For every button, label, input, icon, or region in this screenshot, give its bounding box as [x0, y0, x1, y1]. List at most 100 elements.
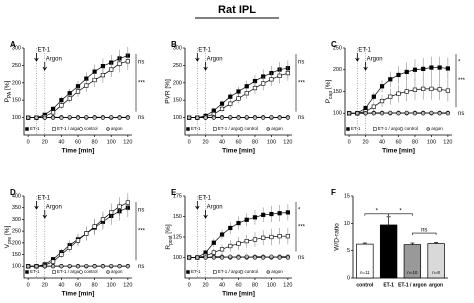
marker — [421, 66, 426, 71]
y-tick-label: 250 — [12, 229, 21, 235]
x-axis-label: Time [min] — [382, 148, 415, 155]
significance: * — [458, 60, 461, 66]
marker — [396, 72, 401, 78]
marker — [211, 255, 216, 260]
event-label: Argon — [207, 57, 223, 63]
legend-marker — [186, 270, 190, 274]
y-label-sub: PA — [7, 91, 13, 98]
marker — [125, 115, 130, 120]
legend-marker — [25, 270, 29, 274]
legend-marker — [79, 127, 83, 131]
marker — [412, 111, 418, 116]
legend-marker — [25, 127, 29, 131]
marker — [92, 77, 97, 83]
legend-marker — [106, 127, 110, 131]
marker — [285, 255, 290, 260]
y-axis-label: PVR [%] — [165, 79, 172, 104]
y-tick-label: 200 — [12, 80, 21, 86]
marker — [75, 115, 81, 120]
marker — [285, 115, 290, 120]
marker — [219, 232, 225, 237]
marker — [100, 63, 106, 69]
x-tick-label: 60 — [395, 139, 401, 145]
x-tick-label: 60 — [75, 282, 81, 288]
x-tick-label: 80 — [252, 282, 258, 288]
marker — [109, 210, 114, 215]
marker — [244, 217, 249, 222]
legend-label: ET-1 — [30, 126, 40, 131]
marker — [261, 235, 266, 240]
marker — [285, 70, 290, 76]
marker — [50, 115, 56, 120]
marker — [244, 115, 249, 120]
marker — [379, 111, 385, 116]
panel-label: A — [10, 40, 16, 49]
axes — [23, 196, 132, 279]
y-tick-label: 100 — [173, 255, 182, 261]
x-tick-label: 60 — [235, 282, 241, 288]
x-tick-label: 80 — [92, 282, 98, 288]
x-tick-label: 40 — [219, 282, 225, 288]
y-tick-label: 175 — [173, 193, 182, 199]
marker — [404, 110, 409, 115]
marker — [117, 264, 122, 269]
marker — [67, 115, 72, 120]
panel-label: B — [171, 40, 177, 49]
legend-marker — [266, 127, 270, 131]
marker — [252, 255, 258, 260]
marker — [67, 96, 72, 101]
x-tick-label: argon — [429, 282, 443, 288]
marker — [252, 237, 258, 242]
legend-label: argon — [271, 269, 283, 274]
marker — [117, 204, 122, 209]
marker — [100, 115, 106, 120]
marker — [355, 111, 360, 116]
legend-label: control — [245, 269, 259, 274]
marker — [371, 104, 376, 109]
y-tick-label: 200 — [333, 67, 342, 73]
y-axis-label: Vpre [%] — [4, 225, 14, 248]
y-tick-label: 250 — [333, 45, 342, 51]
marker — [285, 234, 290, 239]
x-axis-label: Time [min] — [222, 148, 255, 155]
marker — [34, 115, 39, 120]
marker — [100, 73, 106, 78]
event-arrow — [195, 201, 200, 210]
y-tick-label: 300 — [12, 217, 21, 223]
y-tick-label: 100 — [12, 115, 21, 121]
y-label-unit: [%] — [4, 80, 11, 91]
y-label-main: R — [165, 245, 172, 250]
marker — [59, 98, 64, 103]
marker — [211, 250, 216, 255]
marker — [261, 255, 266, 260]
marker — [109, 263, 114, 269]
legend-label: control — [245, 126, 259, 131]
event-label: ET-1 — [37, 48, 50, 54]
legend-label: argon — [111, 126, 123, 131]
legend-label: ET-1 — [30, 269, 40, 274]
event-arrow — [203, 62, 208, 71]
y-tick-label: 200 — [12, 240, 21, 246]
y-tick-label: 150 — [173, 214, 182, 220]
y-label-unit: [%] — [165, 224, 172, 235]
significance: ns — [298, 255, 304, 261]
marker — [109, 67, 114, 72]
legend-label: argon — [431, 126, 443, 131]
marker — [117, 61, 122, 66]
marker — [228, 94, 233, 99]
marker — [228, 243, 233, 249]
significance: *** — [138, 80, 146, 86]
marker — [445, 66, 450, 71]
event-arrow — [42, 210, 47, 219]
marker — [75, 238, 81, 243]
marker — [269, 254, 274, 259]
legend-label: ET-1 — [191, 269, 201, 274]
event-label: ET-1 — [37, 196, 50, 202]
marker — [125, 264, 130, 269]
marker — [67, 245, 72, 250]
panel-label: D — [10, 188, 16, 197]
y-tick-label: 150 — [12, 252, 21, 258]
marker — [228, 254, 233, 259]
legend-label: argon — [111, 269, 123, 274]
y-tick-label: 5 — [347, 248, 350, 254]
